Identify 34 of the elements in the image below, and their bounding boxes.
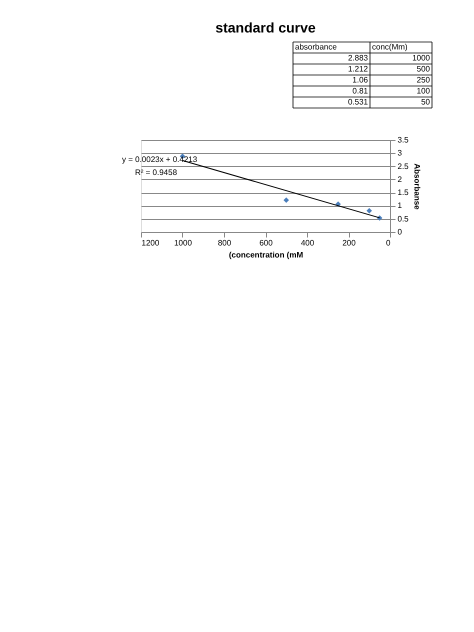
text: 1000: [412, 54, 431, 62]
y-tick-label: 3.5: [398, 136, 410, 144]
text: 1.212: [348, 64, 369, 74]
chart-title: standard curve: [215, 20, 316, 36]
x-tick-label: 1200: [142, 238, 160, 248]
text: 0.531: [348, 98, 369, 106]
text: absorbance: [295, 42, 338, 52]
text: 1.06: [352, 76, 369, 84]
text: conc(Mm): [372, 42, 408, 52]
x-tick-label: 1000: [174, 238, 192, 248]
point: [366, 208, 372, 214]
annotation: y = 0.0023x + 0.4213: [122, 155, 198, 164]
text: 50: [421, 98, 431, 106]
text: 500: [416, 64, 431, 74]
text: 250: [416, 76, 431, 84]
y-tick-label: 2: [398, 174, 402, 184]
x-tick-label: 800: [218, 238, 232, 248]
x-tick-label: 200: [342, 238, 356, 248]
x-tick-label: 600: [259, 238, 274, 248]
text: 0.81: [352, 86, 369, 96]
y-tick-label: 2.5: [398, 162, 410, 171]
text: 2.883: [348, 54, 369, 62]
point: [284, 197, 289, 203]
y-tick-label: 1.5: [398, 188, 410, 198]
x-tick-label: 0: [386, 238, 392, 248]
y-tick-label: 0.5: [398, 214, 410, 224]
y-tick-label: 1: [398, 201, 402, 210]
annotation: R² = 0.9458: [134, 168, 178, 177]
x-axis-title: (concentration (mM: [228, 250, 304, 260]
y-axis-title: Absorbanse: [412, 163, 422, 210]
y-tick-label: 3: [398, 148, 402, 158]
text: 100: [416, 86, 431, 96]
y-tick-label: 0: [398, 228, 402, 236]
x-tick-label: 400: [300, 238, 315, 248]
